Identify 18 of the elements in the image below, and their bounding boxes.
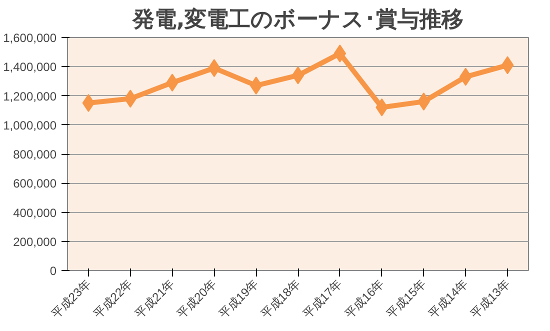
point: [82, 94, 95, 112]
point: [250, 76, 262, 95]
y-tick-label: 800,000: [13, 148, 57, 162]
y-tick-label: 1,400,000: [3, 60, 57, 74]
x-tick-label: 平成23年: [48, 276, 94, 322]
point: [124, 90, 137, 108]
point: [292, 66, 304, 84]
y-tick-label: 0: [50, 264, 57, 278]
y-tick-label: 600,000: [13, 176, 57, 191]
point: [501, 56, 514, 74]
y-tick-label: 1,000,000: [3, 118, 57, 132]
chart-title: 発電,変電工のボーナス･賞与推移: [131, 6, 464, 32]
point: [459, 68, 472, 86]
y-tick-label: 200,000: [13, 234, 57, 249]
y-tick-label: 400,000: [13, 206, 57, 220]
y-tick-label: 1,600,000: [3, 31, 57, 45]
point: [334, 44, 346, 63]
y-tick-label: 1,200,000: [3, 89, 57, 104]
